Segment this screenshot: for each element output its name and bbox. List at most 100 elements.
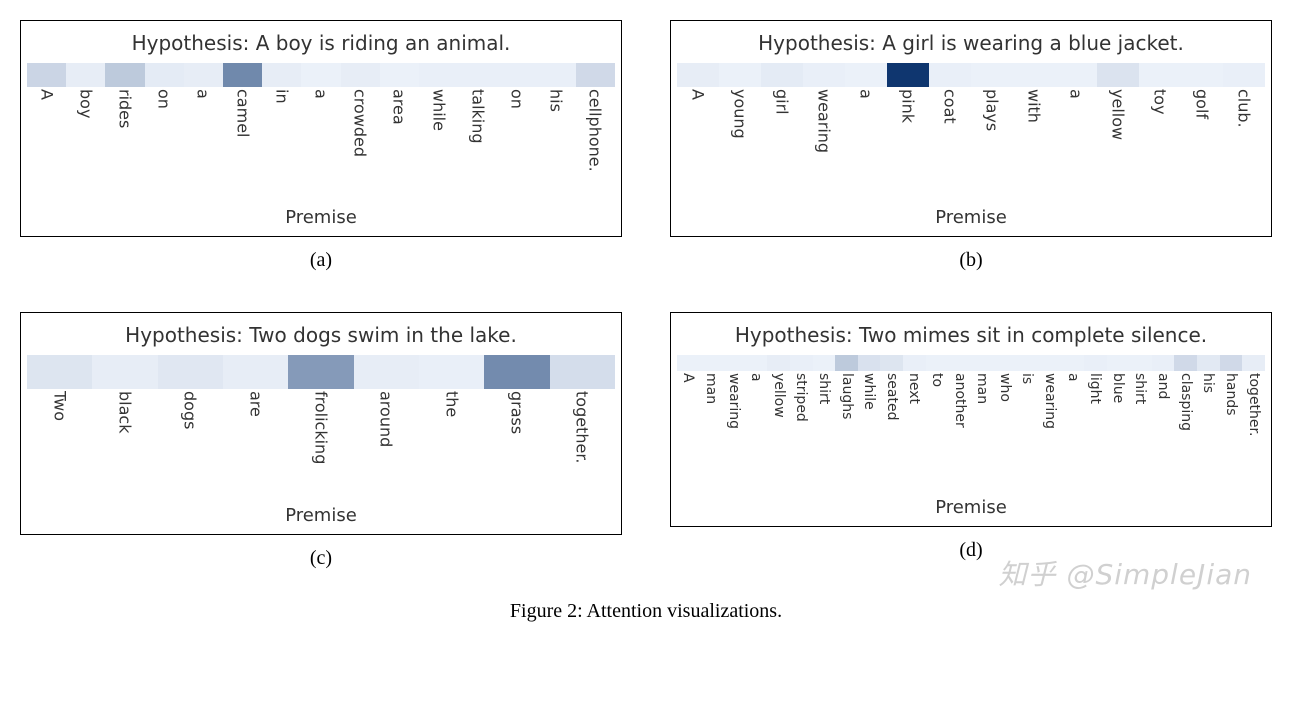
token-label: man <box>703 373 719 404</box>
hypothesis-title: Hypothesis: Two dogs swim in the lake. <box>27 323 615 347</box>
token-label: cellphone. <box>586 89 605 172</box>
token-label: light <box>1087 373 1103 404</box>
attention-cell <box>1055 63 1097 87</box>
panel-frame: Hypothesis: Two mimes sit in complete si… <box>670 312 1272 527</box>
panel-b: Hypothesis: A girl is wearing a blue jac… <box>670 20 1272 272</box>
attention-cell <box>484 355 549 389</box>
token-label: pink <box>899 89 918 123</box>
attention-cell <box>537 63 576 87</box>
token-label: with <box>1025 89 1044 123</box>
attention-cell <box>790 355 813 371</box>
attention-cell <box>1097 63 1139 87</box>
token-label: talking <box>468 89 487 144</box>
token-label: and <box>1155 373 1171 399</box>
attention-cell <box>677 63 719 87</box>
token-label: A <box>680 373 696 383</box>
token-label: area <box>390 89 409 125</box>
token-label: together. <box>573 391 592 464</box>
token-label: around <box>377 391 396 447</box>
attention-cell <box>576 63 615 87</box>
attention-cell <box>341 63 380 87</box>
panel-frame: Hypothesis: A boy is riding an animal.Ab… <box>20 20 622 237</box>
token-label: girl <box>773 89 792 115</box>
attention-cell <box>1016 355 1039 371</box>
token-label: shirt <box>1132 373 1148 404</box>
sub-label: (d) <box>959 539 982 562</box>
attention-cell <box>354 355 419 389</box>
panel-frame: Hypothesis: Two dogs swim in the lake. Tw… <box>20 312 622 535</box>
token-label: blue <box>1110 373 1126 403</box>
token-label: golf <box>1193 89 1212 119</box>
attention-cell <box>223 355 288 389</box>
attention-cell <box>929 63 971 87</box>
attention-cell <box>1223 63 1265 87</box>
attention-cell <box>105 63 144 87</box>
token-label: rides <box>116 89 135 128</box>
token-label: Two <box>50 391 69 421</box>
attention-cell <box>1013 63 1055 87</box>
token-label: next <box>906 373 922 404</box>
token-label: a <box>1067 89 1086 99</box>
token-label: clasping <box>1178 373 1194 431</box>
token-label: on <box>508 89 527 109</box>
token-label: boy <box>76 89 95 118</box>
premise-label: Premise <box>27 505 615 526</box>
token-label: A <box>689 89 708 100</box>
token-label: crowded <box>351 89 370 157</box>
token-label: to <box>929 373 945 387</box>
panel-grid: Hypothesis: A boy is riding an animal.Ab… <box>20 20 1272 570</box>
token-label: man <box>974 373 990 404</box>
token-label: dogs <box>181 391 200 429</box>
attention-cell <box>722 355 745 371</box>
token-label: wearing <box>726 373 742 429</box>
token-label: grass <box>507 391 526 434</box>
attention-cell <box>92 355 157 389</box>
token-label: his <box>547 89 566 112</box>
attention-cell <box>419 355 484 389</box>
attention-row <box>677 355 1265 371</box>
attention-cell <box>903 355 926 371</box>
attention-cell <box>745 355 768 371</box>
attention-cell <box>994 355 1017 371</box>
attention-cell <box>1174 355 1197 371</box>
attention-cell <box>27 355 92 389</box>
token-label: a <box>312 89 331 99</box>
attention-cell <box>926 355 949 371</box>
panel-d: Hypothesis: Two mimes sit in complete si… <box>670 312 1272 570</box>
attention-cell <box>971 63 1013 87</box>
token-label: on <box>155 89 174 109</box>
attention-cell <box>1084 355 1107 371</box>
hypothesis-title: Hypothesis: Two mimes sit in complete si… <box>677 323 1265 347</box>
attention-cell <box>971 355 994 371</box>
attention-cell <box>835 355 858 371</box>
premise-label: Premise <box>27 207 615 228</box>
sub-label: (b) <box>959 249 982 272</box>
attention-cell <box>948 355 971 371</box>
attention-cell <box>550 355 615 389</box>
attention-cell <box>497 63 536 87</box>
attention-cell <box>1152 355 1175 371</box>
attention-cell <box>1197 355 1220 371</box>
token-label: while <box>429 89 448 131</box>
token-label: shirt <box>816 373 832 404</box>
token-label: laughs <box>839 373 855 419</box>
attention-cell <box>761 63 803 87</box>
panel-c: Hypothesis: Two dogs swim in the lake. Tw… <box>20 312 622 570</box>
attention-cell <box>184 63 223 87</box>
token-label: a <box>857 89 876 99</box>
token-label: is <box>1019 373 1035 384</box>
token-label: wearing <box>1042 373 1058 429</box>
attention-cell <box>767 355 790 371</box>
attention-row <box>27 63 615 87</box>
panel-frame: Hypothesis: A girl is wearing a blue jac… <box>670 20 1272 237</box>
token-label: who <box>997 373 1013 402</box>
attention-row <box>677 63 1265 87</box>
attention-cell <box>1220 355 1243 371</box>
attention-cell <box>845 63 887 87</box>
attention-cell <box>66 63 105 87</box>
token-label: frolicking <box>311 391 330 464</box>
token-label: are <box>246 391 265 417</box>
attention-cell <box>700 355 723 371</box>
token-label: black <box>115 391 134 433</box>
attention-cell <box>1107 355 1130 371</box>
